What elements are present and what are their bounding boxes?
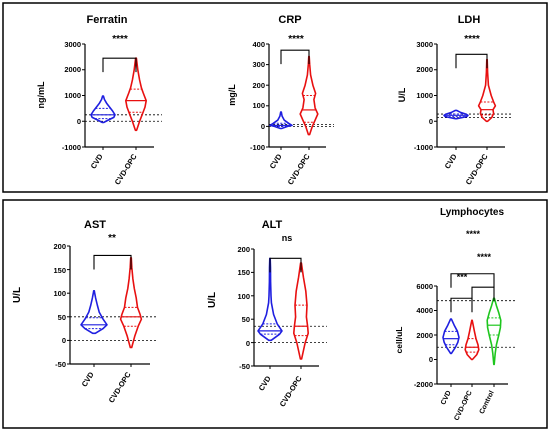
chart-title: ALT xyxy=(262,219,283,231)
y-tick-label: 0 xyxy=(62,336,66,345)
y-tick-label: 0 xyxy=(246,339,250,348)
significance-bracket xyxy=(471,286,495,302)
x-category-label: CVD-OPC xyxy=(113,152,139,187)
y-axis-label: U/L xyxy=(397,87,407,102)
x-category-label: CVD-OPC xyxy=(453,390,473,422)
y-tick-label: 100 xyxy=(53,289,66,298)
significance-label: **** xyxy=(288,34,304,45)
y-axis-label: mg/L xyxy=(227,84,237,106)
y-tick-label: 100 xyxy=(252,101,265,110)
y-tick-label: 0 xyxy=(77,117,81,126)
bottom-panel-border xyxy=(2,199,548,429)
chart-ldh: LDH U/L -1000 0 1000 2000 3000 CVD CVD-O… xyxy=(397,14,490,186)
significance-bracket xyxy=(102,57,137,73)
significance-label: **** xyxy=(464,34,480,45)
y-tick-label: 200 xyxy=(237,245,250,254)
y-tick-label: 150 xyxy=(53,266,66,275)
y-tick-label: 1000 xyxy=(64,91,81,100)
x-category-label: CVD xyxy=(443,152,459,171)
violin-control xyxy=(486,297,502,366)
x-category-label: CVD-OPC xyxy=(107,370,133,405)
violin-cvd xyxy=(269,111,293,130)
y-tick-label: 0 xyxy=(429,117,433,126)
significance-bracket xyxy=(269,257,302,273)
violin-cvd-opc xyxy=(477,58,497,123)
y-tick-label: 2000 xyxy=(64,65,81,74)
y-axis-label: U/L xyxy=(207,292,218,308)
violin-cvd xyxy=(442,318,460,355)
x-category-label: CVD xyxy=(440,390,453,406)
top-panel-border xyxy=(2,2,548,193)
y-tick-label: -50 xyxy=(239,362,250,371)
y-tick-label: 300 xyxy=(252,60,265,69)
y-tick-label: 2000 xyxy=(416,65,433,74)
chart-title: AST xyxy=(84,219,106,231)
significance-bracket xyxy=(280,49,310,65)
y-axis-label: cell/uL xyxy=(394,327,404,354)
violin-cvd-opc xyxy=(293,262,309,360)
violin-cvd xyxy=(443,109,469,120)
violin-cvd xyxy=(80,290,108,335)
y-axis-label: U/L xyxy=(12,287,23,303)
x-category-label: CVD xyxy=(257,374,273,393)
significance-label: ns xyxy=(282,233,293,243)
x-category-label: CVD xyxy=(89,152,105,171)
y-tick-label: -100 xyxy=(250,143,265,152)
significance-bracket xyxy=(93,254,132,270)
x-category-label: CVD-OPC xyxy=(278,374,304,409)
chart-lymphocytes: Lymphocytes cell/uL -2000 0 2000 4000 60… xyxy=(394,207,504,422)
y-tick-label: 50 xyxy=(242,315,250,324)
y-tick-label: -50 xyxy=(55,360,66,369)
y-tick-label: 2000 xyxy=(416,331,433,340)
significance-label: **** xyxy=(112,34,128,45)
significance-label: **** xyxy=(466,229,481,239)
x-category-label: CVD xyxy=(80,370,96,389)
x-category-label: CVD-OPC xyxy=(464,152,490,187)
x-category-label: Control xyxy=(479,390,496,415)
chart-title: CRP xyxy=(278,14,301,26)
y-tick-label: -1000 xyxy=(414,143,433,152)
chart-alt: ALT U/L -50 0 50 100 150 200 CVD CVD-OPC… xyxy=(207,219,304,408)
significance-label: **** xyxy=(477,252,492,262)
chart-ast: AST U/L -50 0 50 100 150 200 CVD CVD-OPC… xyxy=(12,219,133,404)
significance-bracket xyxy=(455,53,488,69)
chart-title: LDH xyxy=(458,14,481,26)
y-tick-label: -1000 xyxy=(62,143,81,152)
chart-title: Lymphocytes xyxy=(440,207,505,218)
y-tick-label: 0 xyxy=(261,122,265,131)
violin-cvd-opc xyxy=(464,319,480,361)
y-tick-label: 150 xyxy=(237,268,250,277)
y-tick-label: 200 xyxy=(252,81,265,90)
y-tick-label: 3000 xyxy=(64,40,81,49)
y-axis-label: ng/mL xyxy=(36,81,46,108)
y-tick-label: 0 xyxy=(429,355,433,364)
y-tick-label: 1000 xyxy=(416,91,433,100)
y-tick-label: 3000 xyxy=(416,40,433,49)
y-tick-label: 200 xyxy=(53,242,66,251)
y-tick-label: 4000 xyxy=(416,306,433,315)
significance-label: ** xyxy=(108,233,116,244)
x-category-label: CVD xyxy=(268,152,284,171)
y-tick-label: 100 xyxy=(237,292,250,301)
violin-cvd-opc xyxy=(119,257,143,349)
x-category-label: CVD-OPC xyxy=(286,152,312,187)
violin-cvd-opc xyxy=(299,55,319,136)
significance-label: *** xyxy=(457,272,468,282)
chart-ferratin: Ferratin ng/mL -1000 0 1000 2000 3000 CV… xyxy=(36,14,139,186)
y-tick-label: 6000 xyxy=(416,282,433,291)
chart-title: Ferratin xyxy=(87,14,128,26)
y-tick-label: -2000 xyxy=(414,380,433,389)
y-tick-label: 50 xyxy=(58,313,66,322)
y-tick-label: 400 xyxy=(252,40,265,49)
significance-bracket xyxy=(450,297,473,313)
significance-bracket xyxy=(450,273,495,288)
